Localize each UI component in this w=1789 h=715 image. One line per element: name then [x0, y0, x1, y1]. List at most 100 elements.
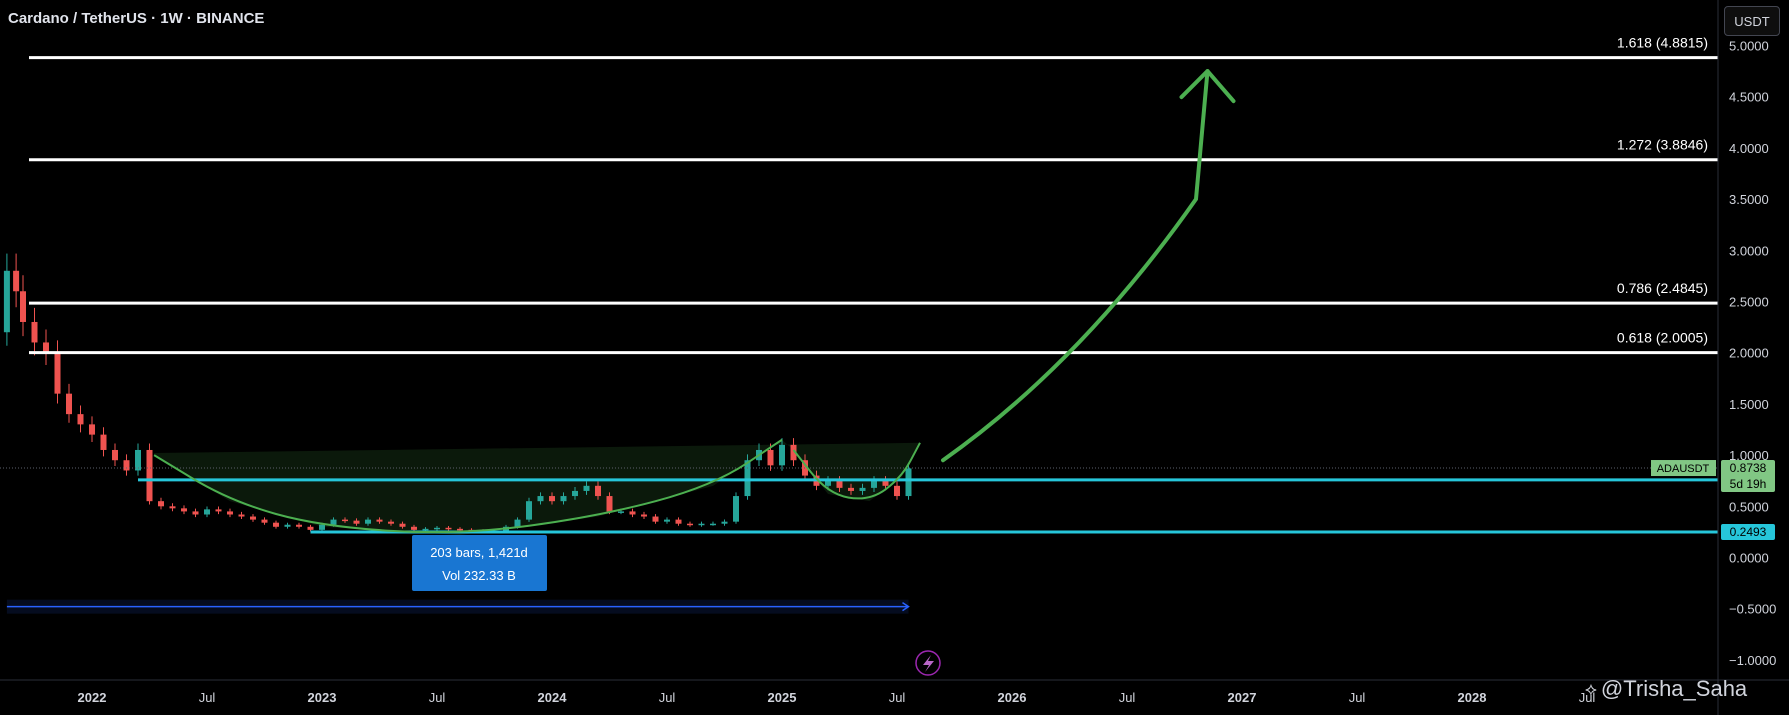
- candle-body: [606, 496, 613, 512]
- handle-pattern-curve: [792, 442, 921, 500]
- y-tick-label: 4.0000: [1729, 141, 1769, 156]
- candle-body: [882, 480, 889, 486]
- candle-body: [43, 342, 49, 353]
- x-tick-label: 2025: [768, 690, 797, 705]
- candle-body: [273, 522, 279, 527]
- candle-body: [296, 524, 302, 527]
- watermark-text: @Trisha_Saha: [1600, 676, 1748, 701]
- projection-arrow-line: [941, 69, 1210, 463]
- candle-body: [365, 519, 371, 524]
- symbol-tag-label: ADAUSDT: [1657, 463, 1710, 475]
- y-tick-label: 3.5000: [1729, 192, 1769, 207]
- candle-body: [54, 352, 61, 394]
- candle-body: [514, 519, 521, 527]
- candle-body: [215, 509, 222, 512]
- candle-body: [629, 511, 636, 515]
- candle-body: [77, 414, 84, 425]
- candle-body: [790, 444, 797, 461]
- candle-body: [181, 508, 187, 512]
- fib-level-label: 0.786 (2.4845): [1617, 280, 1708, 296]
- candle-body: [836, 480, 843, 488]
- candle-body: [169, 506, 176, 509]
- y-tick-label: 1.0000: [1729, 448, 1769, 463]
- candle-body: [353, 520, 360, 524]
- x-tick-label: Jul: [1579, 690, 1596, 705]
- candle-body: [445, 527, 452, 530]
- candle-body: [572, 490, 578, 497]
- candle-body: [434, 527, 440, 530]
- author-watermark: ⟡ @Trisha_Saha: [1585, 676, 1747, 702]
- x-tick-label: 2028: [1458, 690, 1487, 705]
- candle-body: [779, 444, 785, 466]
- candle-body: [560, 496, 567, 502]
- candle-body: [871, 480, 877, 488]
- candle-body: [284, 524, 291, 527]
- fib-level-label: 1.618 (4.8815): [1617, 35, 1708, 51]
- candle-body: [31, 321, 38, 343]
- y-tick-label: 5.0000: [1729, 39, 1769, 54]
- candle-body: [733, 496, 739, 522]
- candle-body: [238, 514, 245, 517]
- y-tick-label: 0.5000: [1729, 499, 1769, 514]
- candle-body: [687, 523, 693, 526]
- candle-body: [710, 523, 716, 526]
- x-tick-label: 2024: [538, 690, 568, 705]
- measure-info-box: [412, 535, 547, 591]
- symbol-tag: [1651, 460, 1716, 477]
- candle-body: [905, 468, 912, 497]
- candle-countdown-label: 5d 19h: [1730, 477, 1767, 491]
- tradingview-logo-icon: ⟡: [1585, 678, 1597, 699]
- candle-body: [146, 449, 153, 502]
- x-tick-label: 2022: [78, 690, 107, 705]
- x-tick-label: 2026: [998, 690, 1027, 705]
- candle-body: [250, 516, 256, 520]
- candle-body: [595, 485, 601, 497]
- x-tick-label: 2027: [1228, 690, 1257, 705]
- candle-body: [13, 270, 20, 292]
- candle-body: [3, 270, 10, 333]
- currency-unit-button[interactable]: USDT: [1724, 6, 1780, 36]
- candle-body: [721, 521, 728, 524]
- candle-body: [618, 511, 624, 513]
- candle-body: [342, 519, 348, 522]
- x-tick-label: Jul: [659, 690, 676, 705]
- candle-body: [411, 526, 417, 530]
- y-tick-label: 1.5000: [1729, 397, 1769, 412]
- measure-bars-label: 203 bars, 1,421d: [430, 545, 528, 560]
- candle-body: [848, 487, 854, 491]
- current-price-tag: [1721, 460, 1775, 493]
- candle-body: [457, 528, 463, 531]
- candle-body: [698, 523, 705, 526]
- candle-body: [66, 393, 72, 415]
- candle-body: [158, 501, 164, 507]
- x-tick-label: Jul: [199, 690, 216, 705]
- candle-body: [537, 496, 544, 502]
- fib-level-label: 0.618 (2.0005): [1617, 330, 1708, 346]
- candle-body: [89, 424, 95, 435]
- y-tick-label: 4.5000: [1729, 90, 1769, 105]
- candle-body: [664, 519, 670, 522]
- candle-body: [744, 460, 751, 497]
- x-tick-label: Jul: [429, 690, 446, 705]
- x-tick-label: Jul: [889, 690, 906, 705]
- candle-body: [526, 501, 532, 520]
- candle-body: [319, 524, 325, 530]
- candle-body: [652, 516, 659, 522]
- y-tick-label: 3.0000: [1729, 243, 1769, 258]
- chart-title: Cardano / TetherUS · 1W · BINANCE: [8, 10, 265, 27]
- x-tick-label: 2023: [308, 690, 337, 705]
- x-tick-label: Jul: [1119, 690, 1136, 705]
- current-price-label: 0.8738: [1730, 461, 1767, 475]
- candle-body: [675, 519, 682, 524]
- cup-shaded-area: [154, 439, 921, 535]
- candle-body: [583, 485, 590, 491]
- candle-body: [204, 509, 210, 515]
- projection-arrow-head: [1179, 69, 1236, 104]
- lightning-bolt-icon: [923, 655, 934, 672]
- candle-body: [20, 291, 26, 322]
- candle-body: [100, 434, 107, 450]
- fib-level-label: 1.272 (3.8846): [1617, 137, 1708, 153]
- support-price-tag: [1721, 523, 1775, 540]
- candle-body: [399, 523, 406, 527]
